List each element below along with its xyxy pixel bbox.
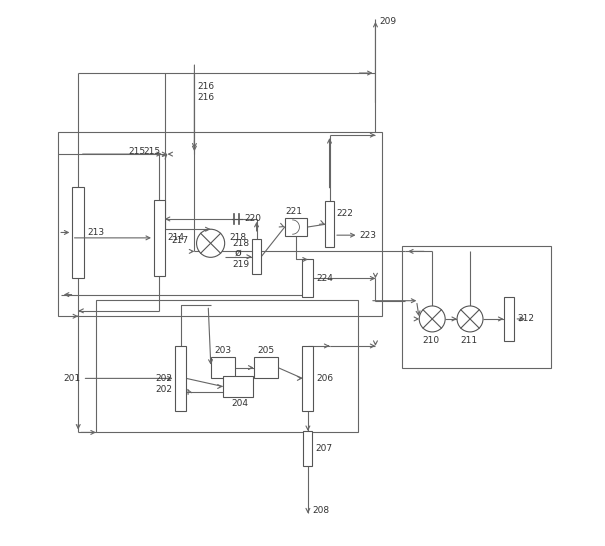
- Bar: [402, 246, 551, 367]
- Text: 208: 208: [312, 506, 329, 515]
- Bar: [252, 239, 261, 274]
- Text: 206: 206: [316, 374, 333, 383]
- Text: 210: 210: [422, 335, 440, 345]
- Text: 224: 224: [316, 274, 333, 283]
- Text: 220: 220: [244, 215, 261, 223]
- Bar: [175, 346, 186, 411]
- Text: 218: 218: [232, 239, 249, 248]
- Text: 209: 209: [380, 17, 397, 26]
- Text: 202: 202: [156, 385, 173, 394]
- Circle shape: [197, 229, 224, 257]
- Text: 217: 217: [171, 236, 189, 245]
- Text: 201: 201: [64, 374, 81, 383]
- Text: 218: 218: [229, 233, 246, 242]
- Text: 202: 202: [156, 374, 173, 383]
- Bar: [72, 187, 84, 278]
- Circle shape: [419, 306, 445, 332]
- Bar: [154, 200, 165, 276]
- Text: 214: 214: [168, 233, 185, 242]
- Text: 205: 205: [257, 346, 274, 355]
- Text: 211: 211: [460, 335, 477, 345]
- Text: 216: 216: [197, 82, 214, 91]
- Bar: [503, 298, 514, 341]
- Text: 207: 207: [315, 444, 332, 453]
- Text: 219: 219: [232, 260, 249, 269]
- Text: 216: 216: [198, 93, 215, 102]
- Bar: [285, 218, 307, 236]
- Bar: [325, 201, 334, 247]
- Text: 221: 221: [286, 207, 302, 216]
- Text: 215: 215: [143, 147, 160, 156]
- Text: 213: 213: [87, 228, 104, 237]
- Text: ø: ø: [234, 247, 241, 258]
- Text: 215: 215: [129, 147, 146, 156]
- Text: 203: 203: [215, 346, 232, 355]
- Bar: [302, 259, 313, 298]
- Bar: [211, 357, 235, 378]
- Bar: [302, 346, 313, 411]
- Bar: [303, 431, 313, 466]
- Bar: [223, 376, 252, 397]
- Text: 204: 204: [232, 399, 249, 408]
- Bar: [96, 300, 358, 432]
- Bar: [253, 357, 278, 378]
- Circle shape: [457, 306, 483, 332]
- Bar: [58, 133, 382, 316]
- Text: 223: 223: [359, 230, 376, 240]
- Text: 222: 222: [337, 209, 354, 218]
- Text: 212: 212: [517, 314, 534, 323]
